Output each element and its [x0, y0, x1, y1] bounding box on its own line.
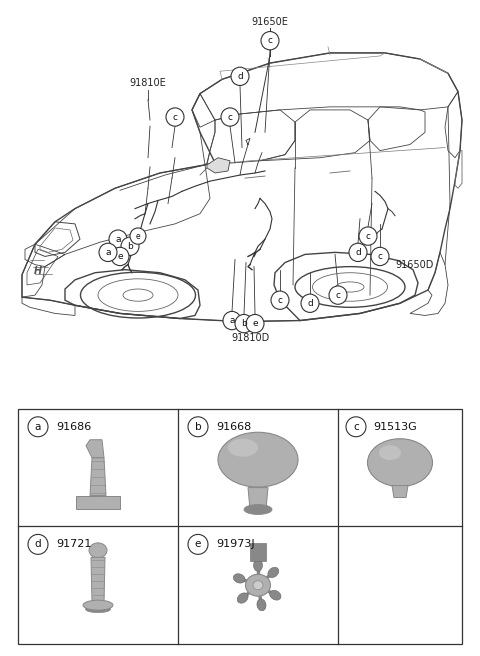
- Text: b: b: [241, 319, 247, 328]
- Ellipse shape: [257, 599, 266, 611]
- Circle shape: [121, 237, 139, 255]
- Text: H: H: [34, 266, 42, 276]
- Polygon shape: [207, 157, 230, 173]
- Ellipse shape: [368, 439, 432, 487]
- Circle shape: [235, 314, 253, 333]
- Text: a: a: [115, 235, 121, 243]
- Circle shape: [246, 314, 264, 333]
- Circle shape: [231, 67, 249, 85]
- Text: c: c: [277, 296, 283, 304]
- Circle shape: [111, 247, 129, 266]
- Text: 91810E: 91810E: [130, 79, 167, 89]
- Circle shape: [329, 286, 347, 304]
- Text: 91650E: 91650E: [252, 18, 288, 28]
- Text: a: a: [35, 422, 41, 432]
- Ellipse shape: [253, 560, 263, 571]
- Ellipse shape: [237, 593, 248, 604]
- Text: e: e: [117, 252, 123, 261]
- Text: a: a: [105, 248, 111, 257]
- Circle shape: [166, 108, 184, 126]
- Circle shape: [221, 108, 239, 126]
- Text: 91973J: 91973J: [216, 539, 254, 549]
- Circle shape: [261, 31, 279, 50]
- Text: d: d: [35, 539, 41, 549]
- Ellipse shape: [83, 600, 113, 610]
- Text: 91810D: 91810D: [231, 333, 269, 343]
- Text: c: c: [365, 232, 371, 241]
- Ellipse shape: [253, 581, 263, 590]
- Text: 91686: 91686: [56, 422, 91, 432]
- Polygon shape: [90, 458, 106, 495]
- Circle shape: [346, 417, 366, 437]
- Text: b: b: [195, 422, 201, 432]
- Polygon shape: [86, 440, 104, 458]
- Bar: [250, 543, 266, 562]
- Circle shape: [223, 312, 241, 330]
- Text: 91721: 91721: [56, 539, 91, 549]
- Text: e: e: [195, 539, 201, 549]
- Circle shape: [130, 228, 146, 244]
- Ellipse shape: [244, 504, 272, 514]
- Circle shape: [99, 243, 117, 262]
- Circle shape: [28, 535, 48, 554]
- Circle shape: [371, 247, 389, 266]
- Text: d: d: [355, 248, 361, 257]
- Text: 91513G: 91513G: [373, 422, 417, 432]
- Polygon shape: [392, 485, 408, 497]
- Text: d: d: [237, 72, 243, 81]
- Text: c: c: [353, 422, 359, 432]
- Circle shape: [359, 227, 377, 245]
- Circle shape: [271, 291, 289, 310]
- Text: c: c: [377, 252, 383, 261]
- Text: c: c: [172, 113, 178, 121]
- Ellipse shape: [89, 543, 107, 558]
- Text: b: b: [127, 242, 133, 251]
- Ellipse shape: [379, 445, 401, 460]
- Ellipse shape: [233, 574, 245, 583]
- Ellipse shape: [218, 432, 298, 487]
- Circle shape: [188, 417, 208, 437]
- Text: 91650D: 91650D: [395, 260, 433, 270]
- Circle shape: [188, 535, 208, 554]
- Ellipse shape: [270, 590, 281, 600]
- Text: e: e: [252, 319, 258, 328]
- Circle shape: [109, 230, 127, 249]
- Circle shape: [28, 417, 48, 437]
- Text: c: c: [228, 113, 232, 121]
- Ellipse shape: [85, 605, 110, 613]
- Polygon shape: [248, 487, 268, 510]
- Bar: [76, 495, 120, 510]
- Text: d: d: [307, 298, 313, 308]
- Circle shape: [349, 243, 367, 262]
- Ellipse shape: [245, 574, 271, 596]
- Text: 91668: 91668: [216, 422, 251, 432]
- Ellipse shape: [268, 567, 279, 577]
- Circle shape: [301, 294, 319, 312]
- Text: a: a: [229, 316, 235, 325]
- Text: e: e: [136, 232, 140, 241]
- Ellipse shape: [228, 439, 258, 457]
- Text: c: c: [267, 36, 273, 45]
- Text: c: c: [336, 291, 340, 300]
- Polygon shape: [91, 558, 105, 603]
